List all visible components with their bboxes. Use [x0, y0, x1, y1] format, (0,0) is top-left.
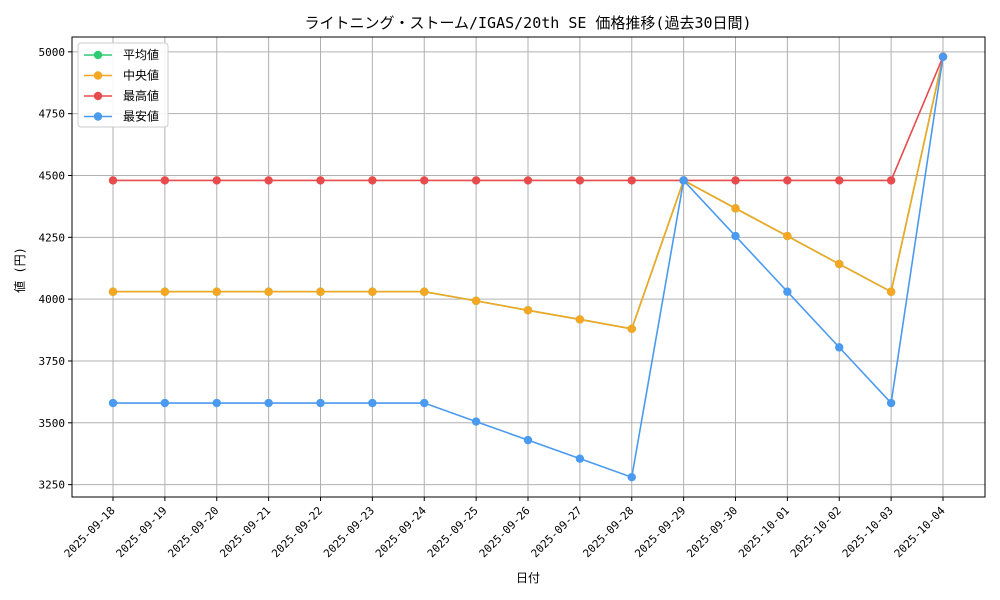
data-point	[316, 398, 325, 408]
data-point	[627, 176, 636, 185]
data-point	[886, 176, 896, 185]
data-point	[783, 176, 792, 185]
legend-box	[77, 42, 169, 128]
y-axis-label: 値 (円)	[12, 247, 27, 293]
y-tick-label: 3250	[39, 479, 66, 492]
data-point	[368, 398, 377, 408]
data-point	[731, 204, 740, 213]
data-point	[627, 324, 636, 334]
legend-marker	[93, 91, 103, 101]
data-point	[835, 176, 844, 185]
data-point	[575, 315, 585, 324]
data-point	[731, 231, 740, 241]
y-tick-label: 4500	[39, 169, 66, 182]
y-tick-label: 4250	[39, 231, 66, 244]
data-point	[523, 435, 533, 445]
data-point	[160, 176, 170, 185]
data-point	[471, 296, 481, 306]
data-point	[835, 343, 844, 352]
legend-label: 平均値	[123, 47, 159, 62]
y-tick-label: 5000	[39, 46, 66, 59]
data-point	[938, 52, 948, 61]
y-tick-label: 3750	[39, 355, 66, 368]
data-point	[731, 176, 740, 185]
y-tick-label: 4750	[39, 108, 66, 121]
data-point	[835, 259, 844, 269]
chart-title: ライトニング・ストーム/IGAS/20th SE 価格推移(過去30日間)	[304, 14, 751, 32]
y-axis-ticks: 3250 3500 3750 4000 4250 4500 4750 5000	[39, 46, 72, 492]
legend-marker	[93, 71, 103, 80]
data-point	[886, 398, 896, 408]
data-point	[264, 398, 273, 408]
legend-label: 最安値	[123, 109, 159, 124]
data-point	[523, 306, 533, 315]
legend-marker	[93, 50, 103, 60]
legend-label: 最高値	[123, 88, 159, 103]
series-lines	[108, 52, 948, 482]
data-point	[316, 287, 325, 296]
data-point	[783, 287, 792, 296]
data-point	[108, 398, 118, 408]
data-point	[160, 398, 170, 408]
legend-marker	[93, 112, 103, 121]
data-point	[160, 287, 170, 296]
data-point	[679, 176, 688, 185]
data-point	[783, 231, 792, 241]
y-tick-label: 4000	[39, 293, 66, 306]
data-point	[264, 287, 273, 296]
data-point	[471, 176, 481, 185]
data-point	[212, 176, 221, 185]
data-point	[212, 398, 221, 408]
legend-label: 中央値	[123, 68, 159, 83]
data-point	[420, 398, 429, 408]
data-point	[627, 473, 636, 482]
data-point	[575, 176, 585, 185]
data-point	[420, 287, 429, 296]
data-point	[108, 287, 118, 296]
data-point	[264, 176, 273, 185]
data-point	[420, 176, 429, 185]
data-point	[523, 176, 533, 185]
data-point	[471, 417, 481, 426]
data-point	[575, 454, 585, 463]
data-point	[316, 176, 325, 185]
y-tick-label: 3500	[39, 417, 66, 430]
data-point	[368, 287, 377, 296]
x-axis-label: 日付	[516, 571, 540, 585]
data-point	[368, 176, 377, 185]
series-group	[108, 52, 948, 334]
data-point	[108, 176, 118, 185]
data-point	[212, 287, 221, 296]
data-point	[886, 287, 896, 296]
series-group	[108, 52, 948, 482]
